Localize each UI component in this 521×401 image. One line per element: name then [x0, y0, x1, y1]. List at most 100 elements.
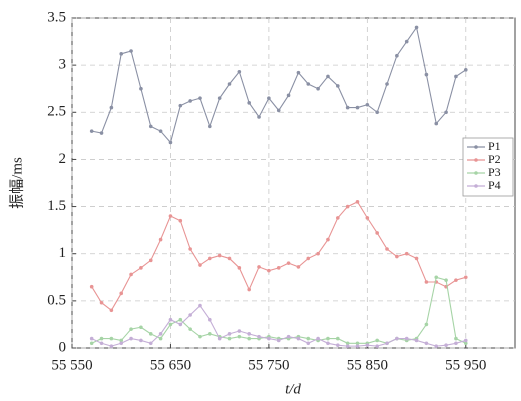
data-point	[267, 336, 271, 341]
y-tick-label: 2.5	[47, 104, 66, 120]
data-point	[385, 341, 389, 346]
data-point	[158, 129, 163, 133]
data-point	[168, 214, 173, 218]
data-point	[404, 336, 409, 341]
data-point	[129, 327, 133, 331]
data-point	[326, 341, 330, 346]
data-point	[355, 200, 360, 204]
data-point	[375, 344, 379, 348]
data-point	[217, 96, 222, 100]
data-point	[306, 341, 311, 346]
x-tick-label: 55 850	[347, 357, 388, 373]
data-point	[109, 344, 114, 348]
data-point	[444, 110, 448, 115]
data-point	[296, 336, 301, 341]
data-point	[237, 69, 242, 74]
data-point	[119, 338, 124, 343]
data-point	[336, 84, 340, 88]
legend-label: P2	[488, 152, 501, 166]
data-point	[198, 334, 202, 339]
data-point	[168, 317, 173, 322]
data-point	[345, 344, 350, 348]
data-point	[454, 336, 458, 341]
data-point	[345, 204, 350, 209]
data-point	[227, 332, 232, 336]
data-point	[404, 251, 409, 256]
data-point	[227, 336, 232, 341]
data-point	[286, 334, 291, 339]
data-point	[188, 313, 192, 317]
y-tick-label: 0	[59, 339, 67, 355]
data-point	[454, 278, 458, 282]
data-point	[257, 115, 261, 119]
data-point	[424, 322, 429, 327]
data-point	[237, 266, 242, 270]
data-point	[395, 53, 399, 58]
y-tick-label: 2	[59, 151, 67, 167]
data-point	[336, 216, 340, 220]
data-point	[139, 338, 143, 343]
data-point	[267, 268, 271, 273]
data-point	[444, 343, 448, 347]
series-line	[91, 26, 467, 144]
data-point	[148, 124, 153, 129]
data-point	[257, 265, 261, 269]
data-point	[158, 336, 163, 341]
data-point	[414, 338, 419, 343]
data-point	[316, 251, 320, 256]
legend-marker	[474, 184, 478, 188]
data-point	[178, 317, 183, 322]
data-point	[227, 82, 232, 86]
data-point	[247, 332, 251, 336]
data-point	[395, 254, 399, 259]
data-point	[89, 336, 94, 341]
data-point	[345, 105, 350, 110]
data-point	[316, 336, 320, 341]
legend-marker	[474, 145, 478, 149]
data-point	[463, 68, 468, 72]
data-point	[463, 341, 468, 346]
data-point	[424, 72, 429, 77]
data-point	[424, 341, 429, 346]
data-point	[188, 327, 192, 331]
data-point	[434, 344, 439, 348]
data-point	[148, 341, 153, 346]
data-point	[454, 341, 458, 346]
data-point	[286, 261, 291, 265]
data-point	[109, 308, 114, 313]
data-point	[365, 216, 370, 220]
data-point	[414, 25, 419, 30]
data-point	[178, 218, 183, 223]
data-point	[217, 253, 222, 258]
data-point	[424, 280, 429, 284]
legend-label: P1	[488, 139, 501, 153]
data-point	[208, 332, 212, 336]
data-point	[375, 338, 379, 343]
data-point	[119, 52, 124, 56]
data-point	[109, 105, 114, 110]
data-point	[109, 336, 114, 341]
data-point	[247, 336, 251, 341]
data-point	[99, 300, 104, 305]
data-point	[336, 336, 340, 341]
data-point	[463, 338, 468, 343]
y-tick-label: 3	[59, 57, 67, 73]
data-point	[355, 344, 360, 348]
legend-marker	[474, 158, 478, 162]
data-point	[276, 108, 281, 113]
data-point	[89, 341, 94, 346]
data-point	[247, 287, 251, 292]
data-point	[365, 102, 370, 107]
data-point	[286, 93, 291, 98]
data-point	[463, 275, 468, 280]
data-point	[148, 332, 153, 336]
data-point	[375, 110, 379, 115]
data-point	[188, 247, 192, 251]
data-point	[139, 325, 143, 330]
data-point	[355, 341, 360, 346]
data-point	[198, 263, 202, 267]
data-point	[365, 343, 370, 347]
data-point	[99, 131, 104, 135]
data-point	[247, 101, 251, 105]
